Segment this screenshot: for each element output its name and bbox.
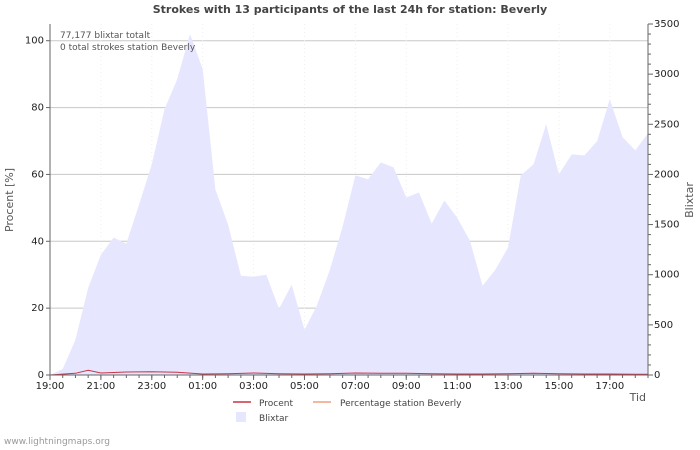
y-tick-label-right: 2000 [654,169,679,180]
x-tick-label: 11:00 [443,381,472,392]
y-axis-label-right: Blixtar [683,182,696,218]
legend: Procent Percentage station Beverly Blixt… [233,399,462,424]
x-tick-label: 03:00 [239,381,268,392]
legend-label-procent: Procent [259,399,293,409]
y-tick-label-right: 3000 [654,69,679,80]
legend-label-station: Percentage station Beverly [340,399,462,409]
y-tick-label-right: 1000 [654,270,679,281]
y-tick-label-right: 3500 [654,19,679,30]
x-tick-label: 05:00 [290,381,319,392]
x-tick-label: 07:00 [341,381,370,392]
x-axis-label: Tid [629,391,646,404]
x-tick-label: 17:00 [595,381,624,392]
chart-title: Strokes with 13 participants of the last… [152,3,548,16]
annotation-total-strokes: 77,177 blixtar totalt [60,31,151,41]
x-tick-label: 01:00 [188,381,217,392]
y-tick-label-right: 2500 [654,119,679,130]
legend-swatch-blixtar [236,412,246,422]
y-axis-label-left: Procent [%] [3,168,16,232]
x-tick-label: 23:00 [137,381,166,392]
y-tick-label-left: 100 [25,36,44,47]
legend-label-blixtar: Blixtar [259,414,289,424]
x-tick-label: 19:00 [36,381,65,392]
y-tick-label-left: 40 [31,236,44,247]
y-tick-label-left: 0 [38,370,44,381]
series-blixtar-area [50,34,648,375]
y-tick-label-left: 20 [31,303,44,314]
y-tick-label-left: 60 [31,169,44,180]
series-procent-line [49,369,648,376]
x-tick-label: 09:00 [392,381,421,392]
watermark: www.lightningmaps.org [4,437,110,447]
axes: 0204060801000500100015002000250030003500… [25,19,680,392]
y-tick-label-right: 500 [654,320,673,331]
y-tick-label-right: 0 [654,370,660,381]
x-tick-label: 15:00 [545,381,574,392]
y-tick-label-right: 1500 [654,220,679,231]
x-tick-label: 13:00 [494,381,523,392]
y-tick-label-left: 80 [31,103,44,114]
x-tick-label: 21:00 [86,381,115,392]
blixtar-area-layer [50,34,648,375]
annotation-station-strokes: 0 total strokes station Beverly [60,43,196,53]
